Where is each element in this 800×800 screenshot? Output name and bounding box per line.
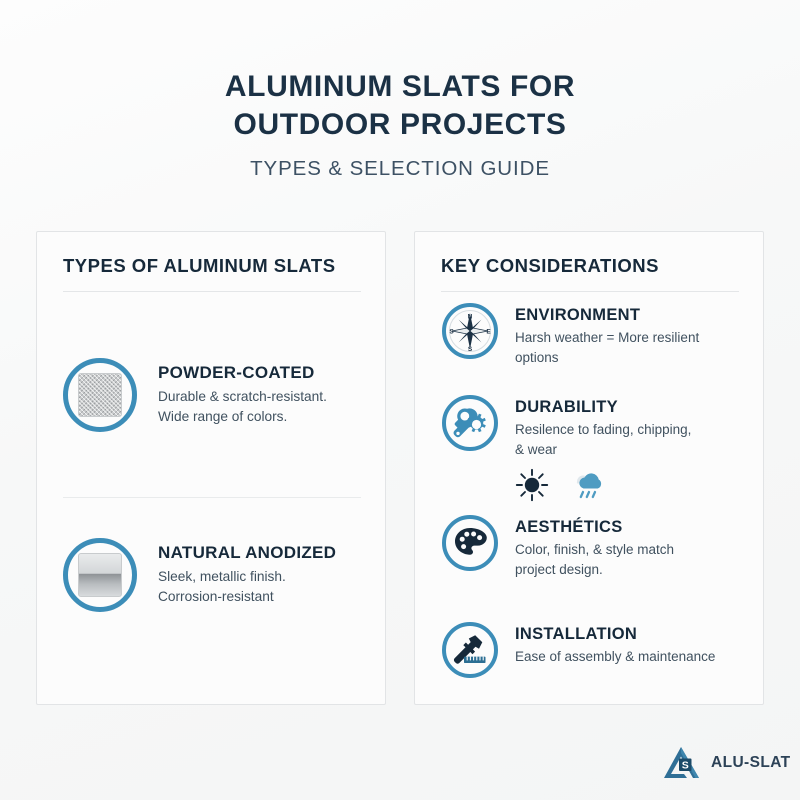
panel-title-divider-left (63, 291, 361, 292)
natural-anodized-swatch-ring (63, 538, 137, 612)
powder-coated-swatch-ring (63, 358, 137, 432)
powder-coated-texture-swatch (78, 373, 122, 417)
type-name: POWDER-COATED (158, 363, 315, 383)
compass-label-east: E (486, 329, 491, 336)
page-title-line-1: ALUMINUM SLATS FOR (224, 70, 576, 103)
list-item-installation[interactable]: INSTALLATION Ease of assembly & maintena… (442, 622, 749, 678)
header: ALUMINUM SLATS FOR OUTDOOR PROJECTS TYPE… (0, 68, 800, 181)
consideration-name: AESTHÉTICS (515, 518, 623, 536)
anodized-metallic-swatch (78, 553, 122, 597)
compass-icon: N S S E (449, 310, 491, 353)
wrench-gear-icon-ring (442, 395, 498, 451)
powder-coated-text: POWDER-COATED Durable & scratch-resistan… (158, 363, 327, 427)
type-items-divider (63, 497, 361, 498)
panel-key-considerations: KEY CONSIDERATIONS N S S (414, 231, 764, 705)
panel-title-divider-right (441, 291, 739, 292)
wrench-gear-icon (453, 408, 486, 438)
panel-types-of-aluminum-slats: TYPES OF ALUMINUM SLATS POWDER-COATED Du… (36, 231, 386, 705)
list-item-aesthetics[interactable]: AESTHÉTICS Color, finish, & style match … (442, 515, 749, 579)
type-description: Durable & scratch-resistant. Wide range … (158, 389, 327, 424)
hammer-ruler-icon-ring (442, 622, 498, 678)
type-description: Sleek, metallic finish. Corrosion-resist… (158, 569, 286, 604)
alu-slat-triangle-logo-icon: S (664, 747, 699, 778)
logo-text: ALU-SLAT (711, 754, 791, 771)
panel-title-left: TYPES OF ALUMINUM SLATS (63, 255, 336, 276)
consideration-name: DURABILITY (515, 398, 618, 416)
environment-text: ENVIRONMENT Harsh weather = More resilie… (515, 303, 699, 367)
compass-icon-ring: N S S E (442, 303, 498, 359)
consideration-description: Color, finish, & style match project des… (515, 542, 675, 577)
panel-title-right: KEY CONSIDERATIONS (441, 255, 660, 276)
rain-cloud-icon (576, 473, 602, 499)
weather-icons-group (515, 468, 691, 502)
hammer-ruler-icon (453, 635, 486, 664)
durability-text: DURABILITY Resilence to fading, chipping… (515, 395, 691, 502)
consideration-name: INSTALLATION (515, 625, 638, 643)
list-item-environment[interactable]: N S S E ENVIRONMENT Harsh weather = More… (442, 303, 749, 367)
aesthetics-text: AESTHÉTICS Color, finish, & style match … (515, 515, 674, 579)
consideration-description: Ease of assembly & maintenance (515, 649, 716, 664)
consideration-description: Resilence to fading, chipping, & wear (515, 422, 692, 457)
compass-label-south: S (468, 346, 473, 353)
compass-label-west: S (449, 329, 454, 336)
paint-palette-icon-ring (442, 515, 498, 571)
paint-palette-icon (455, 528, 487, 555)
compass-label-north: N (468, 314, 473, 321)
page-subtitle: TYPES & SELECTION GUIDE (250, 157, 550, 181)
logo-mark-letter: S (682, 759, 689, 771)
page-title-line-2: OUTDOOR PROJECTS (233, 108, 567, 142)
list-item-durability[interactable]: DURABILITY Resilence to fading, chipping… (442, 395, 749, 502)
installation-text: INSTALLATION Ease of assembly & maintena… (515, 622, 715, 667)
consideration-name: ENVIRONMENT (515, 306, 641, 324)
list-item-powder-coated[interactable]: POWDER-COATED Durable & scratch-resistan… (63, 358, 367, 432)
natural-anodized-text: NATURAL ANODIZED Sleek, metallic finish.… (158, 543, 336, 607)
list-item-natural-anodized[interactable]: NATURAL ANODIZED Sleek, metallic finish.… (63, 538, 367, 612)
type-name: NATURAL ANODIZED (158, 543, 337, 563)
sun-icon (515, 468, 549, 502)
consideration-description: Harsh weather = More resilient options (515, 330, 700, 365)
brand-logo[interactable]: S ALU-SLAT (662, 745, 791, 781)
